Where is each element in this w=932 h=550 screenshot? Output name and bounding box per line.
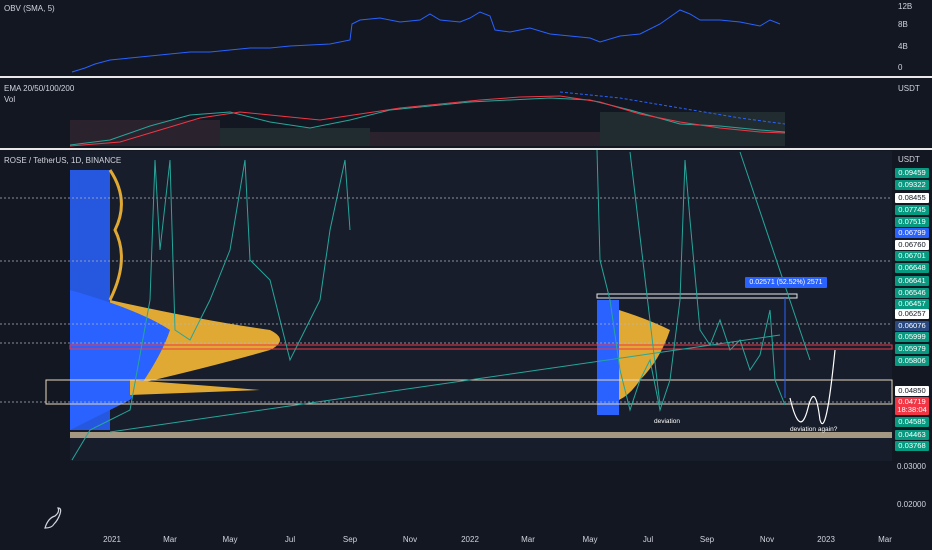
- price-tag: 0.04719: [895, 397, 929, 407]
- price-line-2: [596, 149, 786, 412]
- price-tag: 0.05999: [895, 332, 929, 342]
- x-tick: Jul: [642, 535, 654, 544]
- dino-logo-icon: [44, 507, 62, 529]
- price-tag: 0.06457: [895, 299, 929, 309]
- main-currency: USDT: [898, 155, 920, 164]
- x-tick: May: [582, 535, 598, 544]
- ema-currency: USDT: [898, 84, 920, 93]
- price-tag: 0.04463: [895, 430, 929, 440]
- ema-50-line: [69, 95, 786, 147]
- ema-pane: EMA 20/50/100/200 Vol USDT: [0, 78, 932, 148]
- volume-bars: [70, 112, 785, 146]
- price-tag: 0.08455: [895, 193, 929, 203]
- scale-0-02: 0.02000: [897, 500, 926, 509]
- obv-pane: OBV (SMA, 5) 12B 8B 4B 0: [0, 0, 932, 76]
- price-tag: 0.06641: [895, 276, 929, 286]
- ema-20-line: [69, 97, 786, 146]
- symbol-legend[interactable]: ROSE / TetherUS, 1D, BINANCE: [4, 156, 122, 165]
- x-tick: 2023: [817, 535, 835, 544]
- x-tick: Jul: [284, 535, 296, 544]
- price-tag: 0.05979: [895, 344, 929, 354]
- pane-separator-2[interactable]: [0, 148, 932, 150]
- x-tick: Sep: [699, 535, 715, 544]
- drawn-projection: [789, 349, 836, 425]
- price-tag: 0.09459: [895, 168, 929, 178]
- price-tag: 0.04850: [895, 386, 929, 396]
- obv-scale-0: 0: [898, 63, 903, 72]
- x-tick: 2022: [461, 535, 479, 544]
- obv-scale-8b: 8B: [898, 20, 908, 29]
- price-tag: 0.04585: [895, 417, 929, 427]
- x-tick: 2021: [103, 535, 121, 544]
- price-tag: 0.07519: [895, 217, 929, 227]
- price-tag: 0.06701: [895, 251, 929, 261]
- deviation-again-label: deviation again?: [790, 426, 838, 433]
- obv-line: [71, 9, 781, 73]
- price-tag: 0.09322: [895, 180, 929, 190]
- price-tag: 18:38:04: [895, 405, 929, 415]
- x-tick: Nov: [402, 535, 418, 544]
- x-tick: Mar: [521, 535, 535, 544]
- x-tick: Nov: [759, 535, 775, 544]
- ema-200-line: [559, 91, 786, 125]
- price-tag: 0.06799: [895, 228, 929, 238]
- ema-legend: EMA 20/50/100/200: [4, 84, 75, 93]
- obv-legend: OBV (SMA, 5): [4, 4, 55, 13]
- obv-scale-12b: 12B: [898, 2, 913, 11]
- vol-legend: Vol: [4, 95, 16, 104]
- measure-label[interactable]: 0.02571 (52.52%) 2571: [745, 277, 827, 288]
- price-tag: 0.03768: [895, 441, 929, 451]
- x-tick: Sep: [342, 535, 358, 544]
- price-tag: 0.05806: [895, 356, 929, 366]
- price-tag: 0.06648: [895, 263, 929, 273]
- scale-0-03: 0.03000: [897, 462, 926, 471]
- deviation-label: deviation: [654, 418, 681, 425]
- price-tag: 0.06076: [895, 321, 929, 331]
- price-tag: 0.06760: [895, 240, 929, 250]
- x-tick: Mar: [878, 535, 892, 544]
- price-tag: 0.07745: [895, 205, 929, 215]
- pane-separator-1[interactable]: [0, 76, 932, 78]
- price-line: [71, 159, 351, 461]
- obv-scale-4b: 4B: [898, 42, 908, 51]
- price-tag: 0.06546: [895, 288, 929, 298]
- x-tick: Mar: [163, 535, 177, 544]
- price-tag: 0.06257: [895, 309, 929, 319]
- x-tick: May: [222, 535, 238, 544]
